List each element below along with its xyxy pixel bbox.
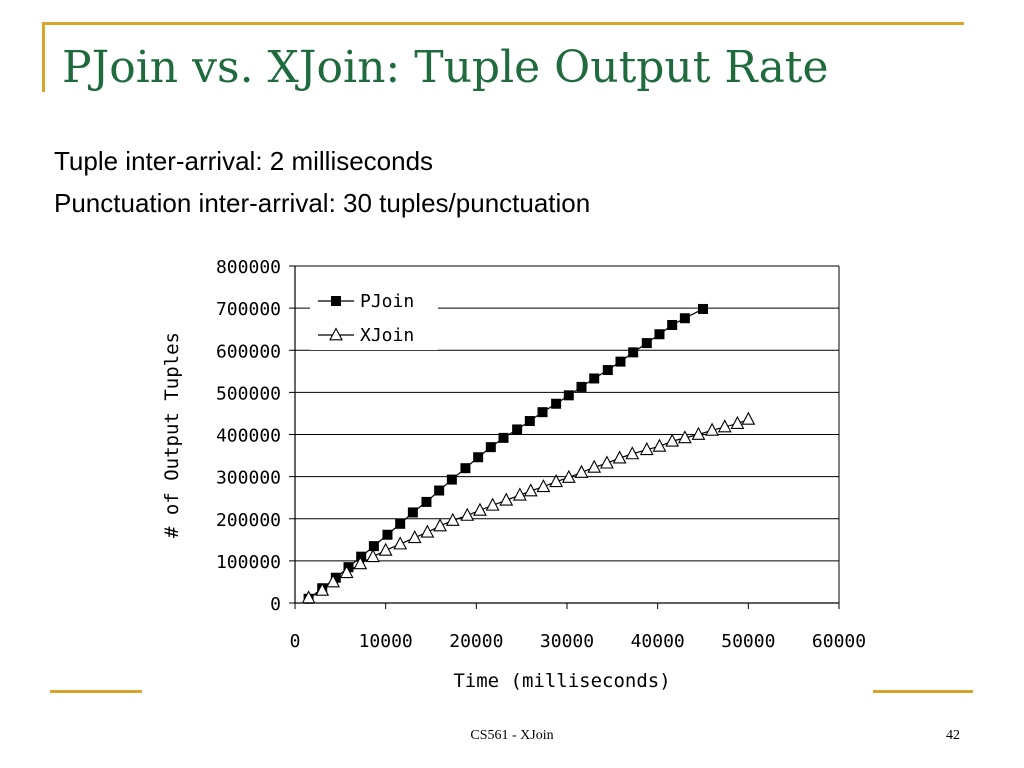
y-tick-label: 100000 <box>216 552 281 573</box>
x-tick-label: 30000 <box>540 631 594 652</box>
pjoin-data-point <box>434 485 445 496</box>
pjoin-data-point <box>512 424 523 435</box>
y-tick-label: 800000 <box>216 257 281 278</box>
y-tick-label: 0 <box>270 594 281 615</box>
legend-xjoin-label: XJoin <box>360 325 414 346</box>
xjoin-data-point <box>599 455 614 469</box>
xjoin-data-point <box>730 415 745 429</box>
pjoin-data-point <box>368 541 379 552</box>
xjoin-data-point <box>741 411 756 425</box>
x-tick-label: 0 <box>290 631 301 652</box>
x-tick-label: 20000 <box>449 631 503 652</box>
xjoin-data-point <box>473 502 487 516</box>
subtitle-punctuation-inter-arrival: Punctuation inter-arrival: 30 tuples/pun… <box>54 188 591 218</box>
xjoin-data-point <box>691 426 706 440</box>
pjoin-data-point <box>395 518 406 529</box>
xjoin-data-point <box>445 512 460 526</box>
x-axis-title: Time (milliseconds) <box>453 670 670 692</box>
pjoin-data-point <box>446 474 457 485</box>
y-tick-label: 200000 <box>216 510 281 531</box>
pjoin-data-point <box>615 356 626 367</box>
xjoin-data-point <box>460 507 475 521</box>
xjoin-data-point <box>393 536 408 550</box>
xjoin-data-point <box>326 574 340 588</box>
y-tick-label: 600000 <box>216 341 281 362</box>
xjoin-data-point <box>717 419 732 433</box>
pjoin-data-point <box>563 390 574 401</box>
xjoin-data-point <box>378 542 393 556</box>
pjoin-data-point <box>485 442 496 453</box>
pjoin-data-point <box>330 572 341 583</box>
pjoin-data-point <box>679 313 690 324</box>
xjoin-data-point <box>665 433 680 447</box>
xjoin-data-point <box>587 459 602 473</box>
pjoin-data-point <box>667 319 678 330</box>
xjoin-data-point <box>625 446 640 460</box>
xjoin-data-point <box>485 497 500 511</box>
legend-pjoin-marker <box>331 296 341 306</box>
pjoin-data-point <box>537 407 548 418</box>
pjoin-data-point <box>628 347 639 358</box>
xjoin-data-point <box>512 487 527 501</box>
pjoin-data-point <box>343 562 354 573</box>
pjoin-data-point <box>576 381 587 392</box>
xjoin-data-point <box>315 582 330 596</box>
xjoin-data-point <box>339 565 354 579</box>
xjoin-data-point <box>574 464 589 478</box>
pjoin-data-point <box>641 338 652 349</box>
y-tick-label: 400000 <box>216 426 281 447</box>
x-tick-label: 10000 <box>359 631 413 652</box>
footer-rule-left <box>50 690 142 693</box>
xjoin-series-line <box>308 418 749 599</box>
xjoin-data-point <box>561 469 576 483</box>
legend-pjoin-label: PJoin <box>360 291 414 312</box>
xjoin-data-point <box>420 524 435 538</box>
slide-frame-top-border <box>42 22 964 25</box>
xjoin-data-point <box>639 442 654 456</box>
legend-xjoin-marker <box>329 327 343 341</box>
pjoin-data-point <box>407 507 418 518</box>
xjoin-data-point <box>677 430 692 444</box>
xjoin-data-point <box>407 530 422 544</box>
pjoin-data-point <box>356 551 367 562</box>
xjoin-data-point <box>353 556 368 570</box>
pjoin-data-point <box>421 496 432 507</box>
slide-frame-left-border <box>42 22 45 92</box>
x-tick-label: 40000 <box>631 631 685 652</box>
pjoin-data-point <box>602 365 613 376</box>
pjoin-data-point <box>551 398 562 409</box>
pjoin-data-point <box>498 432 509 443</box>
xjoin-data-point <box>499 492 514 506</box>
y-tick-label: 700000 <box>216 299 281 320</box>
pjoin-data-point <box>654 329 665 340</box>
footer-rule-right <box>873 690 973 693</box>
xjoin-data-point <box>612 450 627 464</box>
xjoin-data-point <box>433 518 447 532</box>
y-axis-title: # of Output Tuples <box>161 332 183 538</box>
y-tick-label: 500000 <box>216 383 281 404</box>
xjoin-data-point <box>366 549 380 563</box>
pjoin-data-point <box>524 416 535 427</box>
xjoin-data-point <box>301 590 316 604</box>
xjoin-data-point <box>536 479 551 493</box>
xjoin-data-point <box>705 422 719 436</box>
output-rate-chart: 0100000200000300000400000500000600000700… <box>161 257 866 692</box>
xjoin-data-point <box>523 483 538 497</box>
page-number: 42 <box>946 728 960 743</box>
subtitle-tuple-inter-arrival: Tuple inter-arrival: 2 milliseconds <box>54 146 434 176</box>
footer-course-label: CS561 - XJoin <box>470 728 554 743</box>
x-tick-label: 60000 <box>812 631 866 652</box>
xjoin-data-point <box>549 474 564 488</box>
xjoin-data-point <box>652 438 667 452</box>
pjoin-data-point <box>698 303 708 314</box>
x-tick-label: 50000 <box>721 631 775 652</box>
y-tick-label: 300000 <box>216 468 281 489</box>
slide-title: PJoin vs. XJoin: Tuple Output Rate <box>62 42 829 93</box>
pjoin-data-point <box>460 463 471 474</box>
pjoin-data-point <box>589 373 600 384</box>
pjoin-data-point <box>473 452 484 463</box>
pjoin-data-point <box>382 529 393 540</box>
